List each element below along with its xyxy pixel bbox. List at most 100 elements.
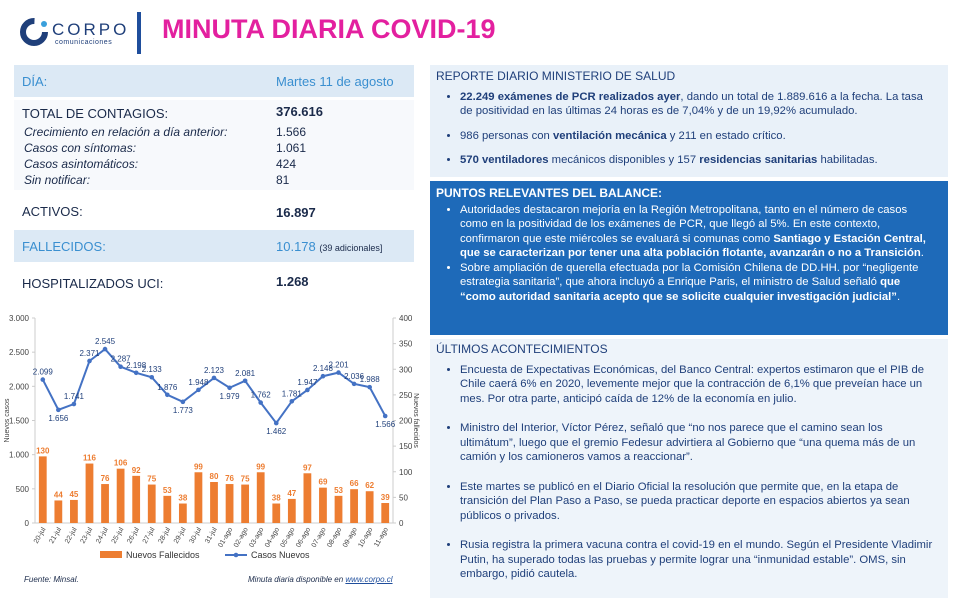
marker: [382, 413, 388, 419]
line-label: 2.099: [33, 368, 54, 377]
bar-label: 75: [147, 475, 156, 484]
y2-tick-label: 200: [399, 417, 413, 426]
logo-icon: [20, 18, 48, 46]
legend-label: Nuevos Fallecidos: [126, 550, 200, 560]
marker: [149, 374, 155, 380]
bar-label: 38: [178, 494, 187, 503]
bar: [241, 484, 250, 523]
y2-tick-label: 300: [399, 365, 413, 374]
bar-label: 66: [350, 479, 359, 488]
bullet-list: Encuesta de Expectativas Económicas, del…: [436, 363, 942, 582]
value: Martes 11 de agosto: [276, 74, 394, 89]
label: HOSPITALIZADOS UCI:: [22, 276, 164, 291]
line-label: 1.741: [64, 392, 85, 401]
marker: [367, 384, 372, 390]
y-tick-label: 500: [16, 485, 30, 494]
x-tick-label: 27-jul: [142, 526, 157, 545]
bar: [147, 484, 156, 523]
bar: [365, 491, 374, 523]
y2-tick-label: 150: [399, 442, 413, 451]
y2-tick-label: 50: [399, 493, 408, 502]
bar: [350, 489, 358, 523]
total-block: TOTAL DE CONTAGIOS: 376.616 Crecimiento …: [14, 100, 414, 190]
marker: [351, 381, 357, 387]
x-tick-label: 11-ago: [373, 526, 390, 548]
detail-value: 424: [276, 157, 297, 171]
label: DÍA:: [22, 74, 48, 89]
bullet: Encuesta de Expectativas Económicas, del…: [460, 363, 934, 407]
marker: [180, 399, 186, 405]
bar-label: 39: [381, 493, 390, 502]
marker: [87, 358, 92, 364]
brand: CORPO: [52, 20, 130, 39]
label: FALLECIDOS:: [22, 239, 106, 254]
x-tick-label: 24-jul: [95, 526, 110, 545]
bar: [272, 503, 281, 523]
bar: [194, 472, 203, 523]
bar-label: 45: [69, 490, 78, 499]
bar: [85, 463, 94, 523]
text-segment: Santiago y Estación Central, que se cara…: [460, 232, 926, 260]
y-tick-label: 2.000: [9, 382, 30, 391]
active-row: ACTIVOS: 16.897: [14, 195, 414, 227]
x-tick-label: 21-jul: [48, 526, 63, 545]
line-label: 2.371: [79, 349, 100, 358]
line-label: 1.947: [297, 378, 318, 387]
bar-label: 69: [319, 478, 328, 487]
bar-label: 76: [225, 474, 234, 483]
marker: [118, 364, 123, 370]
x-tick-label: 10-ago: [357, 526, 374, 548]
line-label: 1.979: [220, 392, 241, 401]
detail-value: 1.566: [276, 125, 307, 139]
bar: [38, 456, 47, 523]
bar: [287, 498, 296, 523]
section: ÚLTIMOS ACONTECIMIENTOS Encuesta de Expec…: [430, 339, 948, 598]
bullet: 986 personas con ventilación mecánica y …: [460, 129, 934, 144]
bar-label: 116: [83, 454, 96, 463]
bar-label: 44: [54, 490, 63, 499]
text-segment: Ministro del Interior, Víctor Pérez, señ…: [460, 422, 916, 463]
bullet: Ministro del Interior, Víctor Pérez, señ…: [460, 421, 934, 465]
x-tick-label: 25-jul: [111, 526, 126, 545]
bar-label: 75: [241, 475, 250, 484]
detail-label: Casos asintomáticos:: [24, 157, 139, 171]
legend-label: Casos Nuevos: [251, 550, 310, 560]
text-segment: ventilación mecánica: [552, 129, 667, 142]
y-tick-label: 1.000: [9, 451, 30, 460]
text-segment: y 211 en estado crítico.: [666, 129, 786, 142]
detail-label: Casos con síntomas:: [24, 141, 137, 155]
marker: [289, 398, 295, 404]
text-segment: .: [920, 247, 924, 259]
text-segment: .: [896, 290, 901, 303]
line-label: 1.988: [360, 375, 381, 384]
bar-label: 38: [272, 494, 281, 503]
text-segment: 986 personas con: [460, 129, 553, 142]
bullet: 570 ventiladores mecánicos disponibles y…: [460, 153, 934, 168]
bar-label: 99: [256, 462, 265, 471]
marker: [211, 375, 217, 381]
marker: [71, 401, 77, 407]
label: ACTIVOS:: [22, 204, 83, 219]
text-segment: mecánicos disponibles y 157: [548, 154, 700, 166]
bar-label: 106: [114, 459, 128, 468]
bullet-list: Autoridades destacaron mejoría en la Reg…: [436, 203, 942, 305]
brand-sub: comunicaciones: [55, 39, 113, 46]
bar: [101, 484, 109, 523]
title: MINUTA DIARIA COVID-19: [162, 14, 496, 44]
x-tick-label: 31-jul: [204, 526, 219, 545]
link[interactable]: www.corpo.cl: [345, 575, 393, 584]
bar-label: 62: [365, 481, 374, 490]
text-segment: Rusia registra la primera vacuna contra …: [460, 539, 933, 580]
bullet: Este martes se publicó en el Diario Ofic…: [460, 480, 934, 524]
bar-label: 47: [287, 489, 296, 498]
line-label: 1.948: [188, 378, 209, 387]
y2-tick-label: 100: [399, 468, 413, 477]
logo-ring: [20, 18, 48, 46]
line-label: 2.133: [142, 365, 163, 374]
line-label: 1.781: [282, 389, 303, 398]
legend-swatch: [100, 551, 122, 558]
y-tick-label: 2.500: [9, 348, 30, 357]
line-label: 2.123: [204, 366, 225, 375]
y-tick-label: 3.000: [9, 314, 30, 323]
